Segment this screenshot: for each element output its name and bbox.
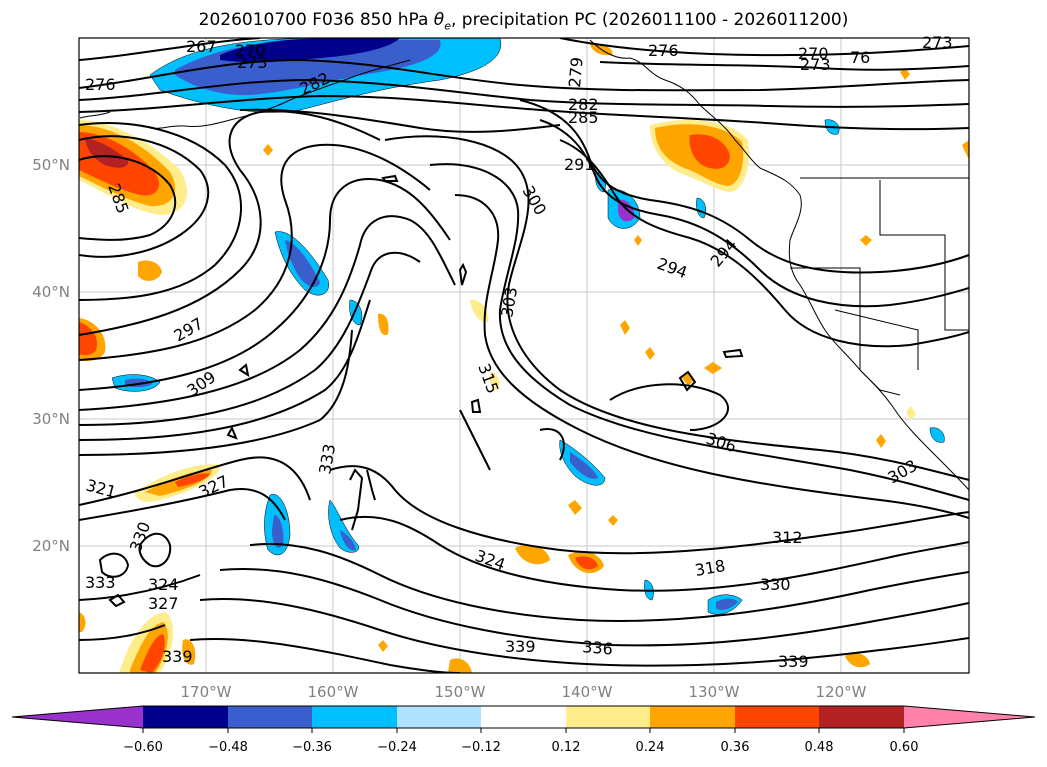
contour-label: 279 [565,56,587,88]
contour-label: 291 [564,155,595,174]
map-content [79,38,969,673]
colorbar-bin [312,706,397,728]
coastline [79,39,969,491]
lon-label: 140°W [562,683,613,701]
contour-label: 270 [235,41,266,60]
colorbar-tick-label: −0.12 [461,740,501,755]
colorbar-tick-label: 0.24 [636,740,665,755]
colorbar-bin [228,706,312,728]
colorbar-bin [650,706,735,728]
lon-label: 130°W [689,683,740,701]
contour-label: 333 [85,573,116,592]
chart-title: 2026010700 F036 850 hPa θe, precipitatio… [0,10,1047,32]
colorbar-tick-label: −0.36 [292,740,332,755]
lon-label: 160°W [308,683,359,701]
colorbar-tick-label: 0.36 [721,740,750,755]
latitude-labels: 50°N 40°N 30°N 20°N [32,156,70,555]
contour-label: 76 [850,48,870,67]
contour-label: 273 [922,33,953,52]
theta-e-contours [79,38,969,673]
colorbar-ticks [142,728,905,733]
colorbar-tick-label: 0.48 [805,740,834,755]
colorbar-bin [397,706,481,728]
lat-label: 30°N [32,410,70,428]
contour-label: 330 [760,575,791,594]
map-background [79,38,969,673]
lat-label: 40°N [32,283,70,301]
contour-label: 339 [778,652,809,671]
contour-label: 327 [148,594,179,613]
contour-label: 276 [85,75,116,94]
contour-label: 285 [568,108,599,127]
map-frame [78,37,970,674]
contour-label: 273 [237,53,268,72]
colorbar-tick-label: 0.12 [552,740,581,755]
contour-label: 339 [162,647,193,666]
lat-label: 20°N [32,537,70,555]
contour-label: 276 [648,41,679,60]
colorbar-bin [143,706,228,728]
contour-label: 282 [568,95,599,114]
colorbar-tick-label: −0.60 [123,740,163,755]
contour-label: 270 [798,44,829,63]
lon-label: 120°W [816,683,867,701]
colorbar: −0.60 −0.48 −0.36 −0.24 −0.12 0.12 0.24 … [11,705,1036,755]
lon-label: 150°W [435,683,486,701]
contour-label: 339 [505,637,536,656]
colorbar-tick-label: 0.60 [890,740,919,755]
contour-label: 273 [800,55,831,74]
colorbar-tick-label: −0.48 [208,740,248,755]
colorbar-bin [735,706,819,728]
colorbar-extend-high [904,706,1035,728]
title-main: 2026010700 F036 850 hPa [198,10,429,30]
gridlines [79,38,969,673]
lat-label: 50°N [32,156,70,174]
longitude-labels: 170°W 160°W 150°W 140°W 130°W 120°W [181,683,867,701]
contour-label: 336 [582,637,614,659]
title-rest: , precipitation PC (2026011100 - 2026011… [450,10,849,30]
colorbar-tick-label: −0.24 [377,740,417,755]
precip-shading [79,38,969,673]
colorbar-bin [566,706,650,728]
theta-e-symbol: θe [433,10,451,33]
colorbar-bin [819,706,904,728]
contour-label: 267 [186,37,217,56]
colorbar-bin [481,706,566,728]
colorbar-extend-low [12,706,143,728]
contour-label: 312 [772,528,803,547]
lon-label: 170°W [181,683,232,701]
contour-label: 324 [148,575,179,594]
